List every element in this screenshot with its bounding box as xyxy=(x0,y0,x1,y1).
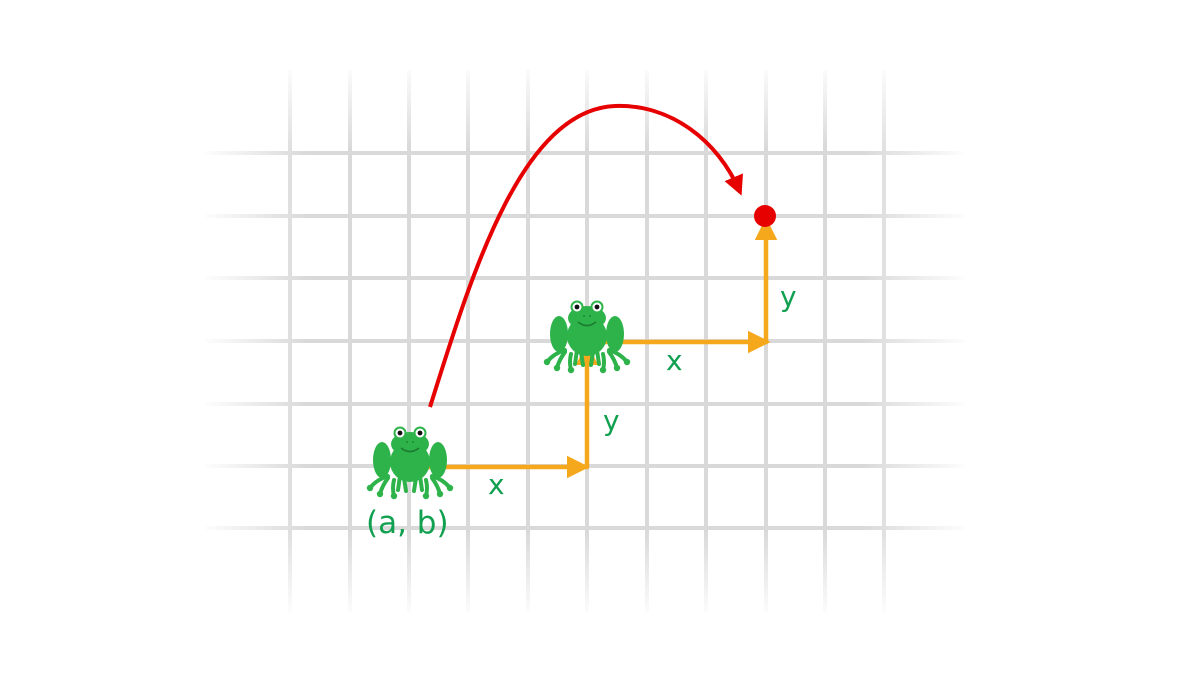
label-x-1: x xyxy=(488,468,505,501)
jump-arc xyxy=(428,103,743,408)
label-y-2: y xyxy=(780,280,797,313)
target-dot-icon xyxy=(754,205,776,227)
label-y-1: y xyxy=(603,404,620,437)
label-x-2: x xyxy=(666,344,683,377)
origin-label: (a, b) xyxy=(366,505,449,541)
